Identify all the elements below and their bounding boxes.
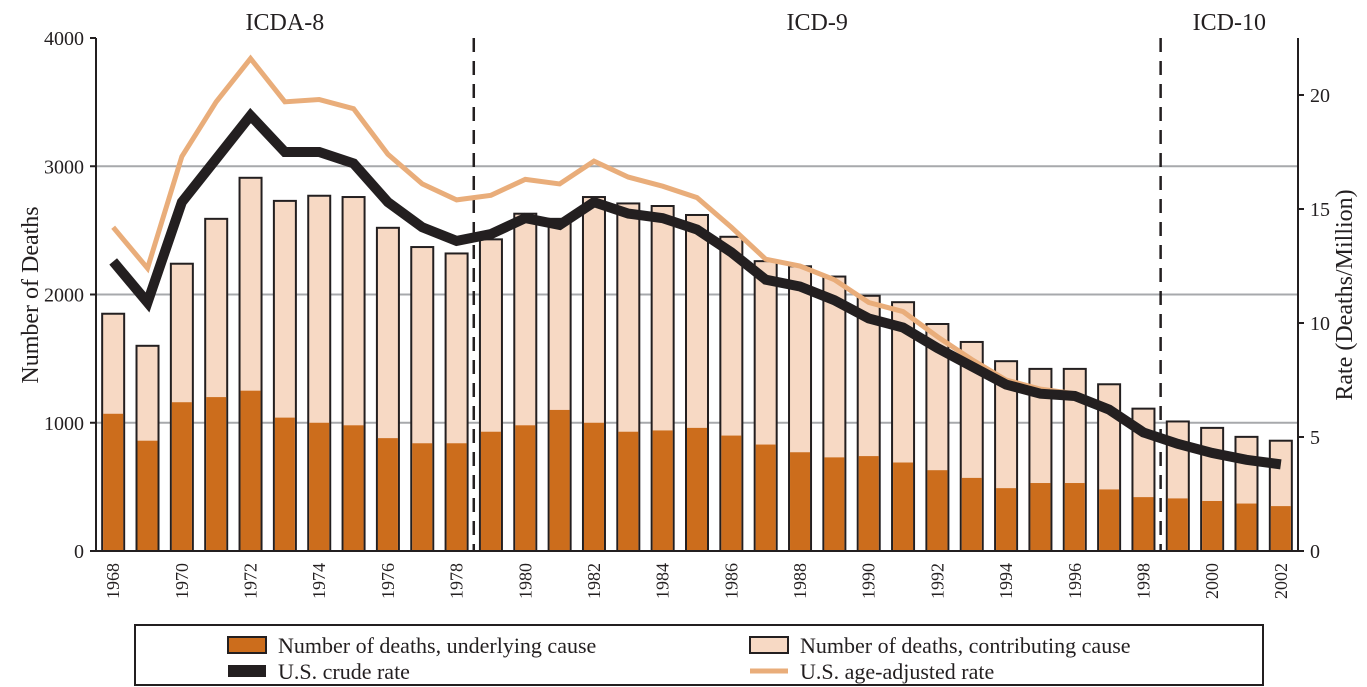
y2-tick-label: 5 bbox=[1310, 427, 1320, 449]
bar-underlying-1970 bbox=[171, 402, 192, 551]
x-tick-label: 2000 bbox=[1202, 563, 1222, 599]
rate-lines bbox=[109, 54, 1282, 470]
bar-underlying-1992 bbox=[927, 470, 948, 551]
y-tick-label: 1000 bbox=[44, 413, 84, 435]
y2-tick-label: 15 bbox=[1310, 199, 1330, 221]
bar-underlying-1985 bbox=[687, 427, 707, 551]
bar-underlying-1998 bbox=[1133, 497, 1154, 551]
bar-underlying-1974 bbox=[309, 422, 330, 551]
bar-underlying-1989 bbox=[824, 457, 845, 551]
x-tick-label: 1968 bbox=[103, 563, 123, 599]
legend-box bbox=[134, 624, 1264, 686]
y-tick-label: 0 bbox=[74, 541, 84, 563]
legend: Number of deaths, underlying cause Number… bbox=[134, 624, 1264, 686]
bar-underlying-1975 bbox=[343, 425, 364, 551]
bar-underlying-1972 bbox=[240, 390, 261, 551]
x-tick-label: 1978 bbox=[447, 563, 467, 599]
x-tick-label: 1988 bbox=[790, 563, 810, 599]
legend-label-0: Number of deaths, underlying cause bbox=[278, 633, 596, 658]
bar-underlying-1997 bbox=[1099, 489, 1120, 551]
bar-underlying-1984 bbox=[652, 430, 673, 551]
bar-underlying-1987 bbox=[755, 444, 776, 551]
bar-underlying-1990 bbox=[858, 456, 879, 551]
x-tick-label: 1970 bbox=[172, 563, 192, 599]
x-tick-label: 1980 bbox=[515, 563, 535, 599]
period-dividers: ICDA-8 ICD-9 ICD-10 bbox=[246, 10, 1266, 551]
legend-label-3: U.S. age-adjusted rate bbox=[800, 659, 994, 684]
y2-tick-label: 10 bbox=[1310, 313, 1330, 335]
x-tick-label: 1984 bbox=[653, 563, 673, 599]
legend-swatch-1 bbox=[749, 636, 789, 654]
axes bbox=[90, 37, 1304, 552]
tick-labels: 0 1000 2000 3000 4000 0 5 10 15 20 1968 1970 1972 197… bbox=[44, 28, 1330, 599]
bar-underlying-1995 bbox=[1030, 483, 1051, 551]
bar-underlying-1968 bbox=[103, 413, 124, 551]
x-tick-label: 1974 bbox=[309, 563, 329, 599]
x-tick-label: 2002 bbox=[1271, 563, 1291, 599]
bar-underlying-1994 bbox=[996, 488, 1017, 551]
x-tick-label: 1976 bbox=[378, 563, 398, 599]
bar-underlying-1980 bbox=[515, 425, 536, 551]
y2-tick-label: 0 bbox=[1310, 541, 1320, 563]
period-label: ICD-10 bbox=[1193, 10, 1266, 36]
bar-underlying-2002 bbox=[1270, 506, 1291, 551]
x-tick-label: 1982 bbox=[584, 563, 604, 599]
x-tick-label: 1994 bbox=[996, 563, 1016, 599]
bar-underlying-1973 bbox=[274, 417, 295, 551]
bar-underlying-1991 bbox=[893, 462, 914, 551]
bar-underlying-1982 bbox=[583, 422, 604, 551]
y-axis-label: Number of Deaths bbox=[18, 206, 44, 383]
y-tick-label: 3000 bbox=[44, 156, 84, 178]
bar-underlying-1999 bbox=[1167, 498, 1188, 551]
x-tick-label: 1996 bbox=[1065, 563, 1085, 599]
bar-underlying-2000 bbox=[1202, 500, 1223, 551]
bar-underlying-1978 bbox=[446, 443, 467, 551]
x-tick-label: 1992 bbox=[927, 563, 947, 599]
line-crude-rate bbox=[109, 107, 1282, 470]
bars bbox=[101, 176, 1293, 553]
x-tick-label: 1990 bbox=[859, 563, 879, 599]
period-label: ICDA-8 bbox=[246, 10, 325, 36]
bar-underlying-1969 bbox=[137, 440, 158, 551]
y2-tick-label: 20 bbox=[1310, 85, 1330, 107]
period-label: ICD-9 bbox=[787, 10, 848, 36]
x-tick-label: 1986 bbox=[721, 563, 741, 599]
x-tick-label: 1998 bbox=[1133, 563, 1153, 599]
bar-underlying-1996 bbox=[1064, 483, 1085, 551]
bar-underlying-1993 bbox=[961, 477, 982, 551]
y-tick-label: 4000 bbox=[44, 28, 84, 50]
bar-underlying-1976 bbox=[377, 438, 398, 551]
y2-axis-label: Rate (Deaths/Million) bbox=[1332, 189, 1358, 400]
bar-underlying-1971 bbox=[206, 397, 227, 551]
legend-label-2: U.S. crude rate bbox=[278, 659, 410, 684]
bar-underlying-1977 bbox=[412, 443, 433, 551]
legend-label-1: Number of deaths, contributing cause bbox=[800, 633, 1131, 658]
y-tick-label: 2000 bbox=[44, 285, 84, 307]
bar-underlying-2001 bbox=[1236, 503, 1257, 551]
bar-underlying-1988 bbox=[790, 452, 811, 551]
x-tick-label: 1972 bbox=[241, 563, 261, 599]
bar-underlying-1979 bbox=[480, 431, 501, 551]
bar-underlying-1981 bbox=[549, 409, 570, 551]
bar-underlying-1986 bbox=[721, 435, 742, 551]
bar-underlying-1983 bbox=[618, 431, 639, 551]
legend-swatch-0 bbox=[227, 636, 267, 654]
